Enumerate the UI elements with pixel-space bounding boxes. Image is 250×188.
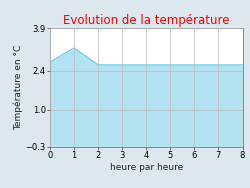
Title: Evolution de la température: Evolution de la température xyxy=(63,14,230,27)
X-axis label: heure par heure: heure par heure xyxy=(110,163,183,172)
Y-axis label: Température en °C: Température en °C xyxy=(13,45,23,130)
